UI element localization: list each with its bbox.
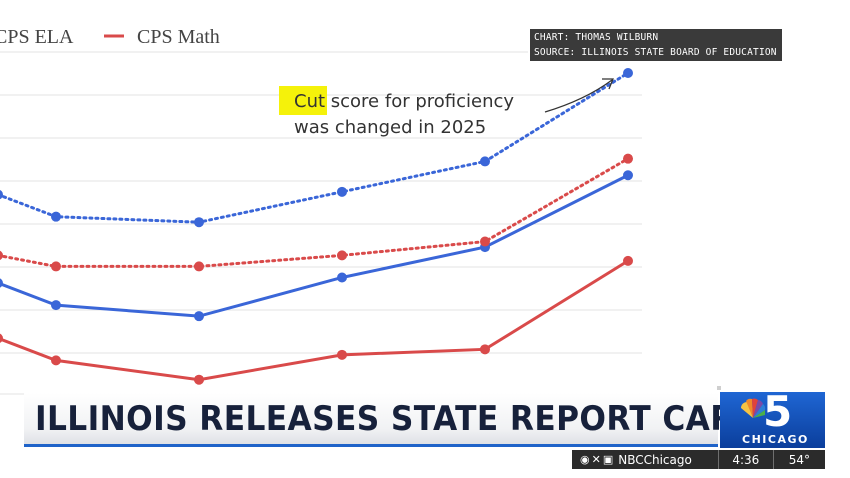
data-point-0-2	[194, 311, 204, 322]
legend-label-math: CPS Math	[137, 26, 220, 48]
data-point-3-4	[480, 236, 490, 247]
series-line-1	[0, 259, 629, 382]
data-point-2-4	[480, 156, 490, 167]
headline: ILLINOIS RELEASES STATE REPORT CARD	[35, 399, 762, 439]
data-point-0-0	[0, 278, 3, 288]
annotation-highlight	[279, 86, 327, 115]
data-point-0-3	[337, 272, 347, 283]
data-point-2-5	[623, 68, 633, 78]
data-point-1-1	[51, 355, 61, 366]
chart-credit: CHART: THOMAS WILBURN SOURCE: ILLINOIS S…	[528, 29, 782, 61]
data-point-3-3	[337, 250, 347, 261]
data-point-2-2	[194, 217, 204, 228]
divider-mark	[717, 386, 721, 390]
x-icon: ✕	[591, 452, 601, 466]
ticker-bar: ◉ ✕ ▣ NBCChicago 4:36 54°	[572, 450, 825, 469]
chart-series-lines	[0, 71, 630, 382]
ticker-separator	[772, 450, 774, 469]
data-point-3-1	[51, 261, 61, 272]
data-point-1-5	[623, 255, 633, 266]
peacock-icon	[741, 398, 766, 418]
data-point-3-5	[623, 153, 633, 164]
clock-time: 4:36	[732, 452, 760, 467]
chart-data-points	[0, 68, 633, 385]
data-point-0-5	[623, 170, 633, 181]
facebook-icon: ◉	[580, 452, 590, 466]
data-point-1-4	[480, 344, 490, 355]
data-point-2-0	[0, 189, 3, 200]
ticker-separator	[717, 450, 719, 469]
lower-third-banner: ILLINOIS RELEASES STATE REPORT CARD	[24, 393, 761, 447]
series-line-2	[0, 71, 630, 224]
temperature: 54°	[788, 452, 811, 467]
logo-city: CHICAGO	[742, 433, 809, 446]
data-point-2-3	[337, 186, 347, 197]
data-point-3-0	[0, 250, 3, 260]
annotation-line-2: was changed in 2025	[294, 117, 486, 138]
annotation-line-1: Cut score for proficiency	[294, 91, 514, 112]
data-point-1-3	[337, 349, 347, 360]
credit-source: SOURCE: ILLINOIS STATE BOARD OF EDUCATIO…	[534, 47, 777, 58]
data-point-2-1	[51, 211, 61, 222]
data-point-3-2	[194, 261, 204, 272]
instagram-icon: ▣	[602, 452, 614, 466]
series-line-3	[0, 157, 630, 268]
credit-author: CHART: THOMAS WILBURN	[534, 32, 659, 43]
station-logo: 5 CHICAGO	[720, 387, 825, 448]
data-point-1-0	[0, 333, 3, 343]
chart-legend: CPS ELA CPS Math	[0, 26, 220, 48]
data-point-0-1	[51, 300, 61, 311]
annotation-arrowhead	[602, 78, 614, 90]
social-handle: NBCChicago	[618, 452, 692, 467]
chart-annotation: Cut score for proficiency was changed in…	[279, 78, 614, 138]
series-line-0	[0, 173, 629, 318]
social-handles: ◉ ✕ ▣ NBCChicago	[572, 453, 718, 467]
annotation-arrow	[544, 79, 613, 113]
logo-number: 5	[763, 387, 793, 436]
data-point-1-2	[194, 374, 204, 385]
legend-label-ela: CPS ELA	[0, 26, 74, 48]
